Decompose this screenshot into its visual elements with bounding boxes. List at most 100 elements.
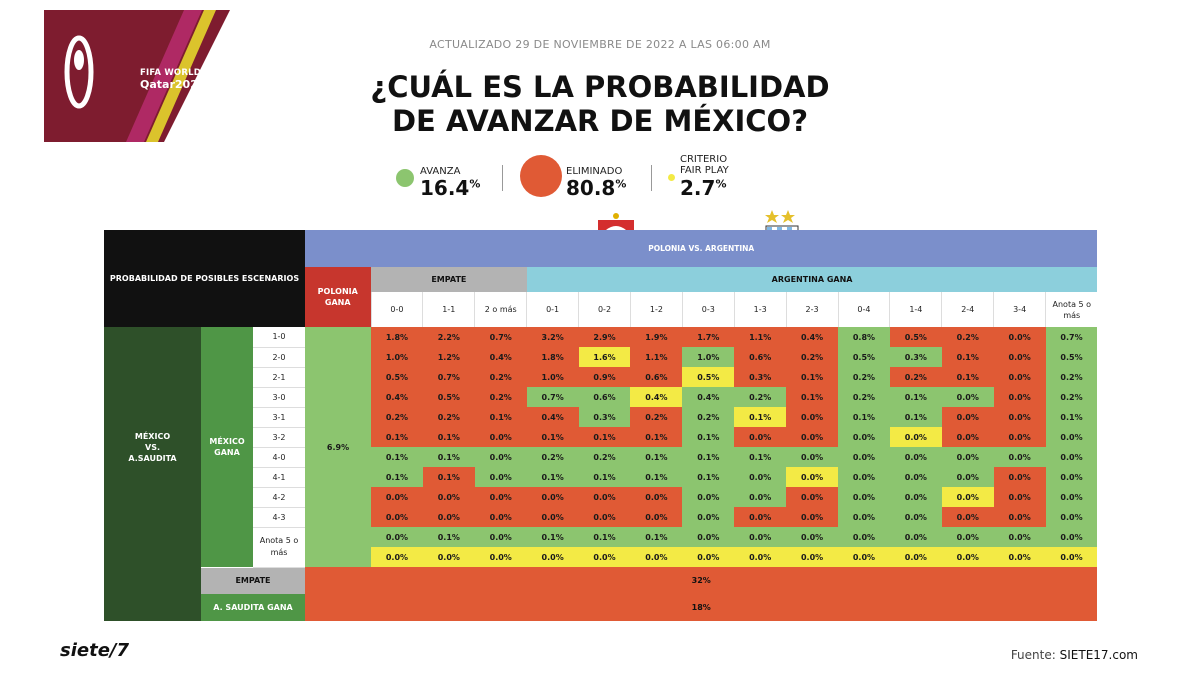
left-match-line: A.SAUDITA: [128, 453, 177, 463]
heatmap-cell: 0.1%: [889, 387, 942, 407]
heatmap-cell: 0.0%: [941, 467, 994, 487]
heatmap-cell: 0.0%: [1045, 547, 1098, 567]
heatmap-cell: 0.0%: [786, 467, 839, 487]
heatmap-cell: 1.6%: [578, 347, 631, 367]
heatmap-cell: 0.3%: [889, 347, 942, 367]
heatmap-cell: 0.0%: [889, 507, 942, 527]
heatmap-cell: 0.0%: [941, 447, 994, 467]
column-header: 1-1: [422, 292, 475, 327]
row-score-label: 4-0: [253, 447, 305, 468]
column-header: 0-3: [681, 292, 735, 327]
logo-line2: Qatar2022: [140, 78, 206, 91]
heatmap-cell: 0.1%: [786, 367, 839, 387]
heatmap-cell: 1.7%: [682, 327, 735, 347]
saudita-row-label: A. SAUDITA GANA: [201, 594, 305, 621]
row-score-label: 2-0: [253, 347, 305, 368]
stat-label: CRITERIO: [680, 154, 728, 165]
heatmap-cell: 0.0%: [993, 367, 1046, 387]
heatmap-cell: 0.0%: [786, 507, 839, 527]
heatmap-cell: 0.0%: [1045, 527, 1098, 547]
heatmap-cell: 1.1%: [734, 327, 787, 347]
heatmap-cell: 0.7%: [422, 367, 475, 387]
heatmap-cell: 0.0%: [889, 447, 942, 467]
heatmap-cell: 0.2%: [1045, 387, 1098, 407]
heatmap-cell: 0.0%: [993, 467, 1046, 487]
column-header: 0-0: [370, 292, 423, 327]
heatmap-cell: 0.0%: [993, 487, 1046, 507]
heatmap-cell: 0.0%: [941, 547, 994, 567]
empate-row-value: 32%: [305, 567, 1098, 594]
row-score-label: Anota 5 o más: [253, 527, 305, 568]
left-match-line: VS.: [145, 442, 160, 452]
left-spacer: [104, 594, 201, 621]
heatmap-cell: 0.0%: [786, 447, 839, 467]
column-header: 1-2: [629, 292, 683, 327]
heatmap-cell: 0.1%: [630, 467, 683, 487]
heatmap-cell: 0.2%: [474, 387, 527, 407]
heatmap-cell: 0.0%: [734, 487, 787, 507]
stat-value: 2.7%: [680, 176, 727, 200]
stat-label: AVANZA: [420, 166, 461, 177]
heatmap-cell: 0.1%: [578, 467, 631, 487]
heatmap-cell: 0.2%: [371, 407, 423, 427]
heatmap-cell: 0.0%: [474, 487, 527, 507]
divider: [651, 165, 652, 191]
stat-eliminado: ELIMINADO 80.8%: [520, 155, 640, 200]
column-header: 0-2: [578, 292, 631, 327]
heatmap-cell: 0.2%: [1045, 367, 1098, 387]
heatmap-cell: 0.0%: [993, 347, 1046, 367]
heatmap-cell: 0.1%: [734, 407, 787, 427]
heatmap-cell: 1.0%: [682, 347, 735, 367]
heatmap-cell: 0.0%: [734, 547, 787, 567]
row-score-label: 1-0: [253, 327, 305, 348]
heatmap-cell: 0.0%: [993, 527, 1046, 547]
empate-header: EMPATE: [371, 267, 527, 292]
heatmap-cell: 0.0%: [734, 467, 787, 487]
source-value: SIETE17.com: [1059, 648, 1138, 662]
polonia-gana-header: POLONIA GANA: [305, 267, 371, 327]
argentina-gana-header: ARGENTINA GANA: [526, 267, 1098, 292]
heatmap-cell: 0.5%: [838, 347, 890, 367]
row-score-label: 3-0: [253, 387, 305, 408]
heatmap-cell: 0.1%: [889, 407, 942, 427]
heatmap-cell: 0.0%: [474, 427, 527, 447]
left-match-label: MÉXICO VS. A.SAUDITA: [104, 327, 201, 567]
heatmap-cell: 0.1%: [526, 467, 579, 487]
heatmap-cell: 0.8%: [838, 327, 890, 347]
empate-row-label: EMPATE: [201, 567, 305, 594]
stat-label-2: FAIR PLAY: [680, 165, 729, 176]
corner-label: PROBABILIDAD DE POSIBLES ESCENARIOS: [104, 230, 305, 327]
heatmap-cell: 0.2%: [422, 407, 475, 427]
green-dot-icon: [396, 169, 414, 187]
heatmap-cell: 1.0%: [371, 347, 423, 367]
heatmap-cell: 0.2%: [941, 327, 994, 347]
heatmap-cell: 0.1%: [578, 427, 631, 447]
heatmap-cell: 0.0%: [682, 507, 735, 527]
siete17-logo: siete/7: [60, 640, 130, 661]
heatmap-cell: 0.0%: [993, 427, 1046, 447]
heatmap-cell: 0.0%: [682, 547, 735, 567]
heatmap-cell: 1.0%: [526, 367, 579, 387]
heatmap-cell: 0.0%: [371, 487, 423, 507]
heatmap-cell: 0.5%: [682, 367, 735, 387]
left-match-line: MÉXICO: [134, 431, 171, 441]
heatmap-cell: 0.7%: [474, 327, 527, 347]
heatmap-cell: 0.1%: [422, 527, 475, 547]
heatmap-cell: 0.0%: [682, 527, 735, 547]
heatmap-cell: 0.0%: [889, 487, 942, 507]
heatmap-cell: 0.5%: [1045, 347, 1098, 367]
heatmap-cell: 0.1%: [526, 427, 579, 447]
heatmap-cell: 0.1%: [682, 427, 735, 447]
logo-line1: FIFA WORLD CUP: [140, 68, 225, 78]
row-score-label: 2-1: [253, 367, 305, 388]
heatmap-cell: 0.0%: [993, 327, 1046, 347]
heatmap-cell: 0.0%: [993, 407, 1046, 427]
heatmap-cell: 0.0%: [630, 507, 683, 527]
title-line1: ¿CUÁL ES LA PROBABILIDAD: [370, 70, 830, 104]
heatmap-cell: 0.0%: [786, 527, 839, 547]
heatmap-cell: 0.0%: [1045, 487, 1098, 507]
row-score-label: 3-2: [253, 427, 305, 448]
column-header: 2-3: [785, 292, 839, 327]
heatmap-cell: 0.0%: [526, 547, 579, 567]
heatmap-cell: 0.0%: [993, 507, 1046, 527]
